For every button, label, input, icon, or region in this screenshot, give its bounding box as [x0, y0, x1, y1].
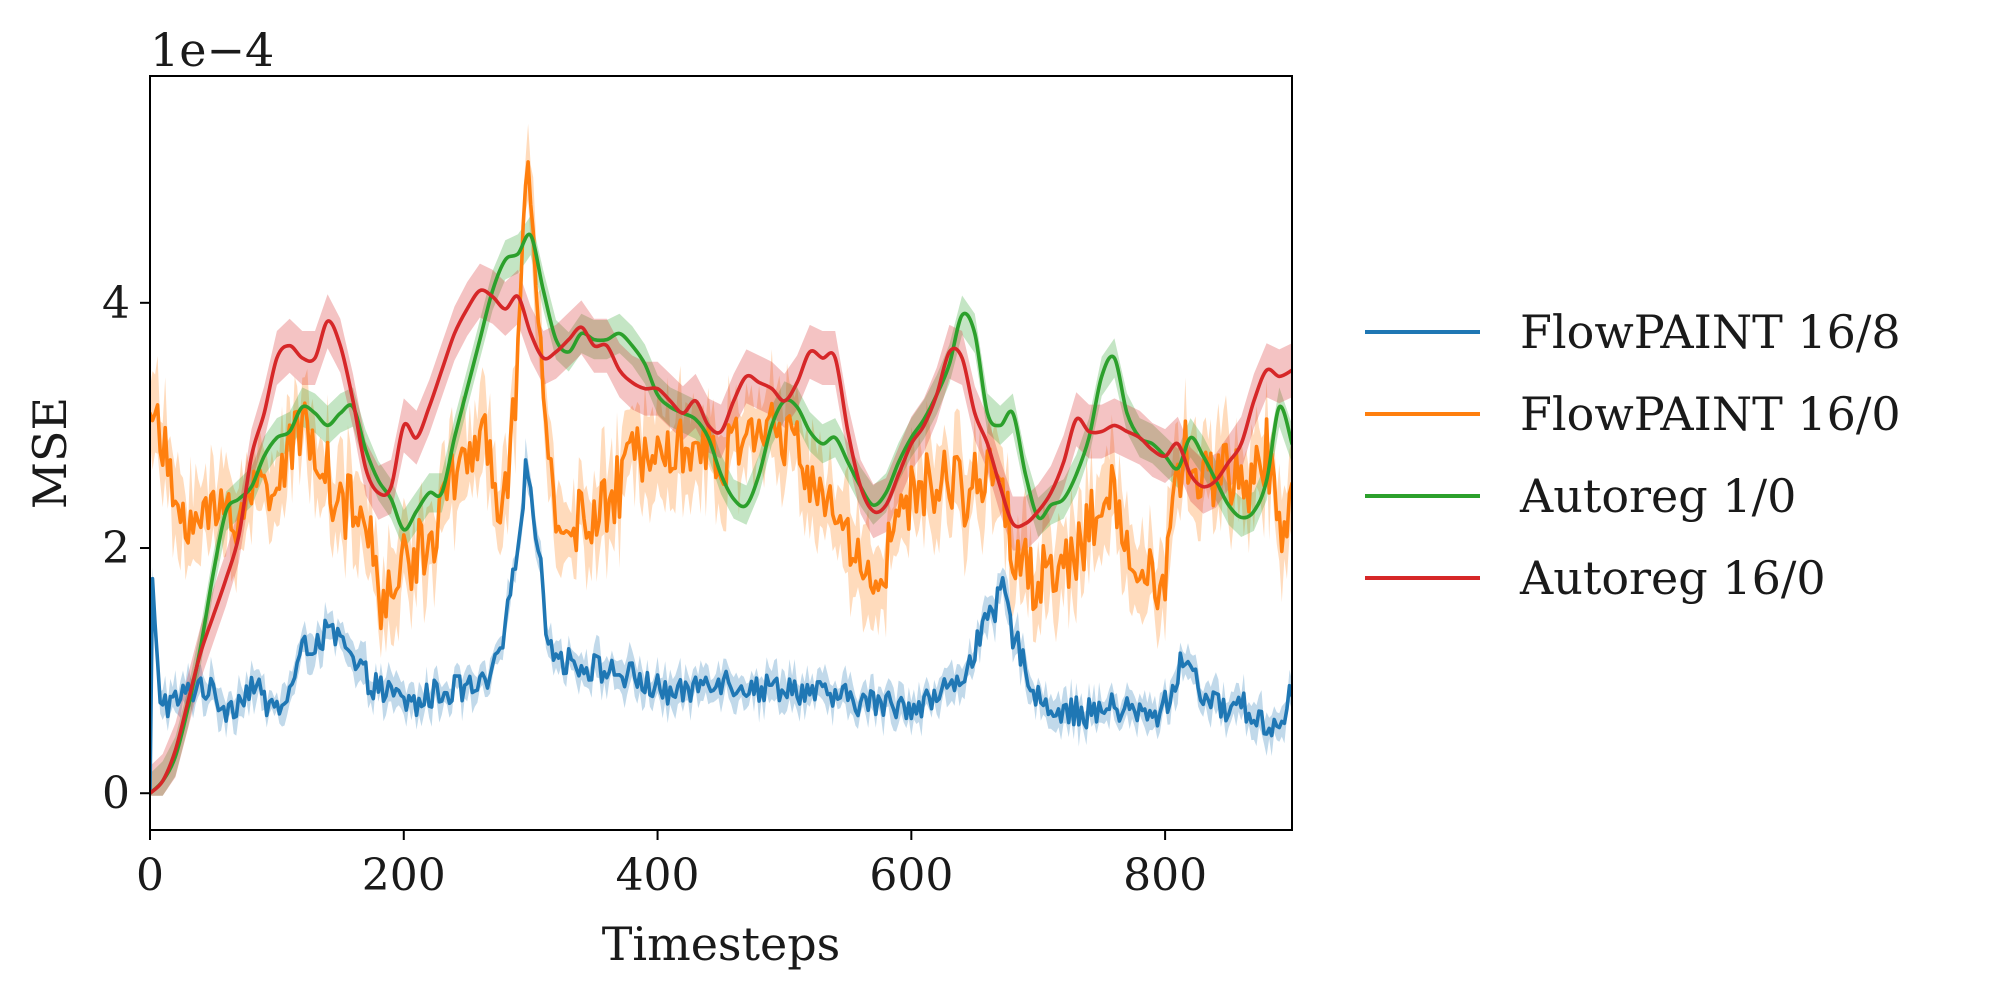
x-tick-label: 0 [136, 850, 164, 901]
x-tick-label: 800 [1123, 850, 1207, 901]
y-tick-label: 0 [102, 768, 130, 819]
series-line-3 [150, 232, 1292, 795]
legend-label: FlowPAINT 16/0 [1520, 387, 1901, 441]
legend: FlowPAINT 16/8 FlowPAINT 16/0 Autoreg 1/0 A… [1365, 305, 1901, 605]
legend-label: Autoreg 1/0 [1519, 469, 1796, 523]
x-axis-label: Timesteps [602, 917, 841, 971]
y-offset-label: 1e−4 [150, 23, 274, 77]
y-axis-label: MSE [23, 397, 77, 509]
series-lines [150, 160, 1292, 795]
y-tick-label: 4 [102, 278, 130, 329]
plot-frame [149, 75, 1293, 831]
legend-label: Autoreg 16/0 [1519, 551, 1826, 605]
x-tick-label: 200 [362, 850, 446, 901]
x-tick-label: 600 [869, 850, 953, 901]
series-band-4 [150, 263, 1292, 796]
series-line-1 [150, 458, 1292, 795]
x-tick-label: 400 [616, 850, 700, 901]
y-tick-label: 2 [102, 523, 130, 574]
y-axis: 0 2 4 [102, 278, 150, 819]
legend-label: FlowPAINT 16/8 [1520, 305, 1901, 359]
x-axis: 0 200 400 600 800 [136, 830, 1207, 901]
series-band-3 [150, 215, 1292, 796]
series-line-4 [150, 288, 1292, 795]
